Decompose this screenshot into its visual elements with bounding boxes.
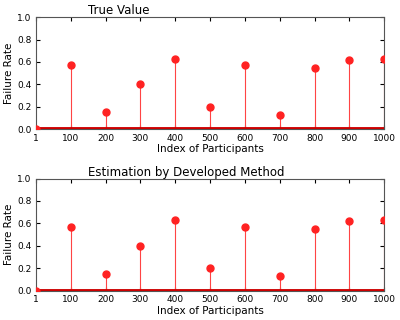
X-axis label: Index of Participants: Index of Participants	[157, 306, 264, 316]
Text: Estimation by Developed Method: Estimation by Developed Method	[88, 165, 285, 179]
Y-axis label: Failure Rate: Failure Rate	[4, 43, 14, 104]
Y-axis label: Failure Rate: Failure Rate	[4, 204, 14, 265]
Text: True Value: True Value	[88, 4, 150, 17]
X-axis label: Index of Participants: Index of Participants	[157, 144, 264, 155]
